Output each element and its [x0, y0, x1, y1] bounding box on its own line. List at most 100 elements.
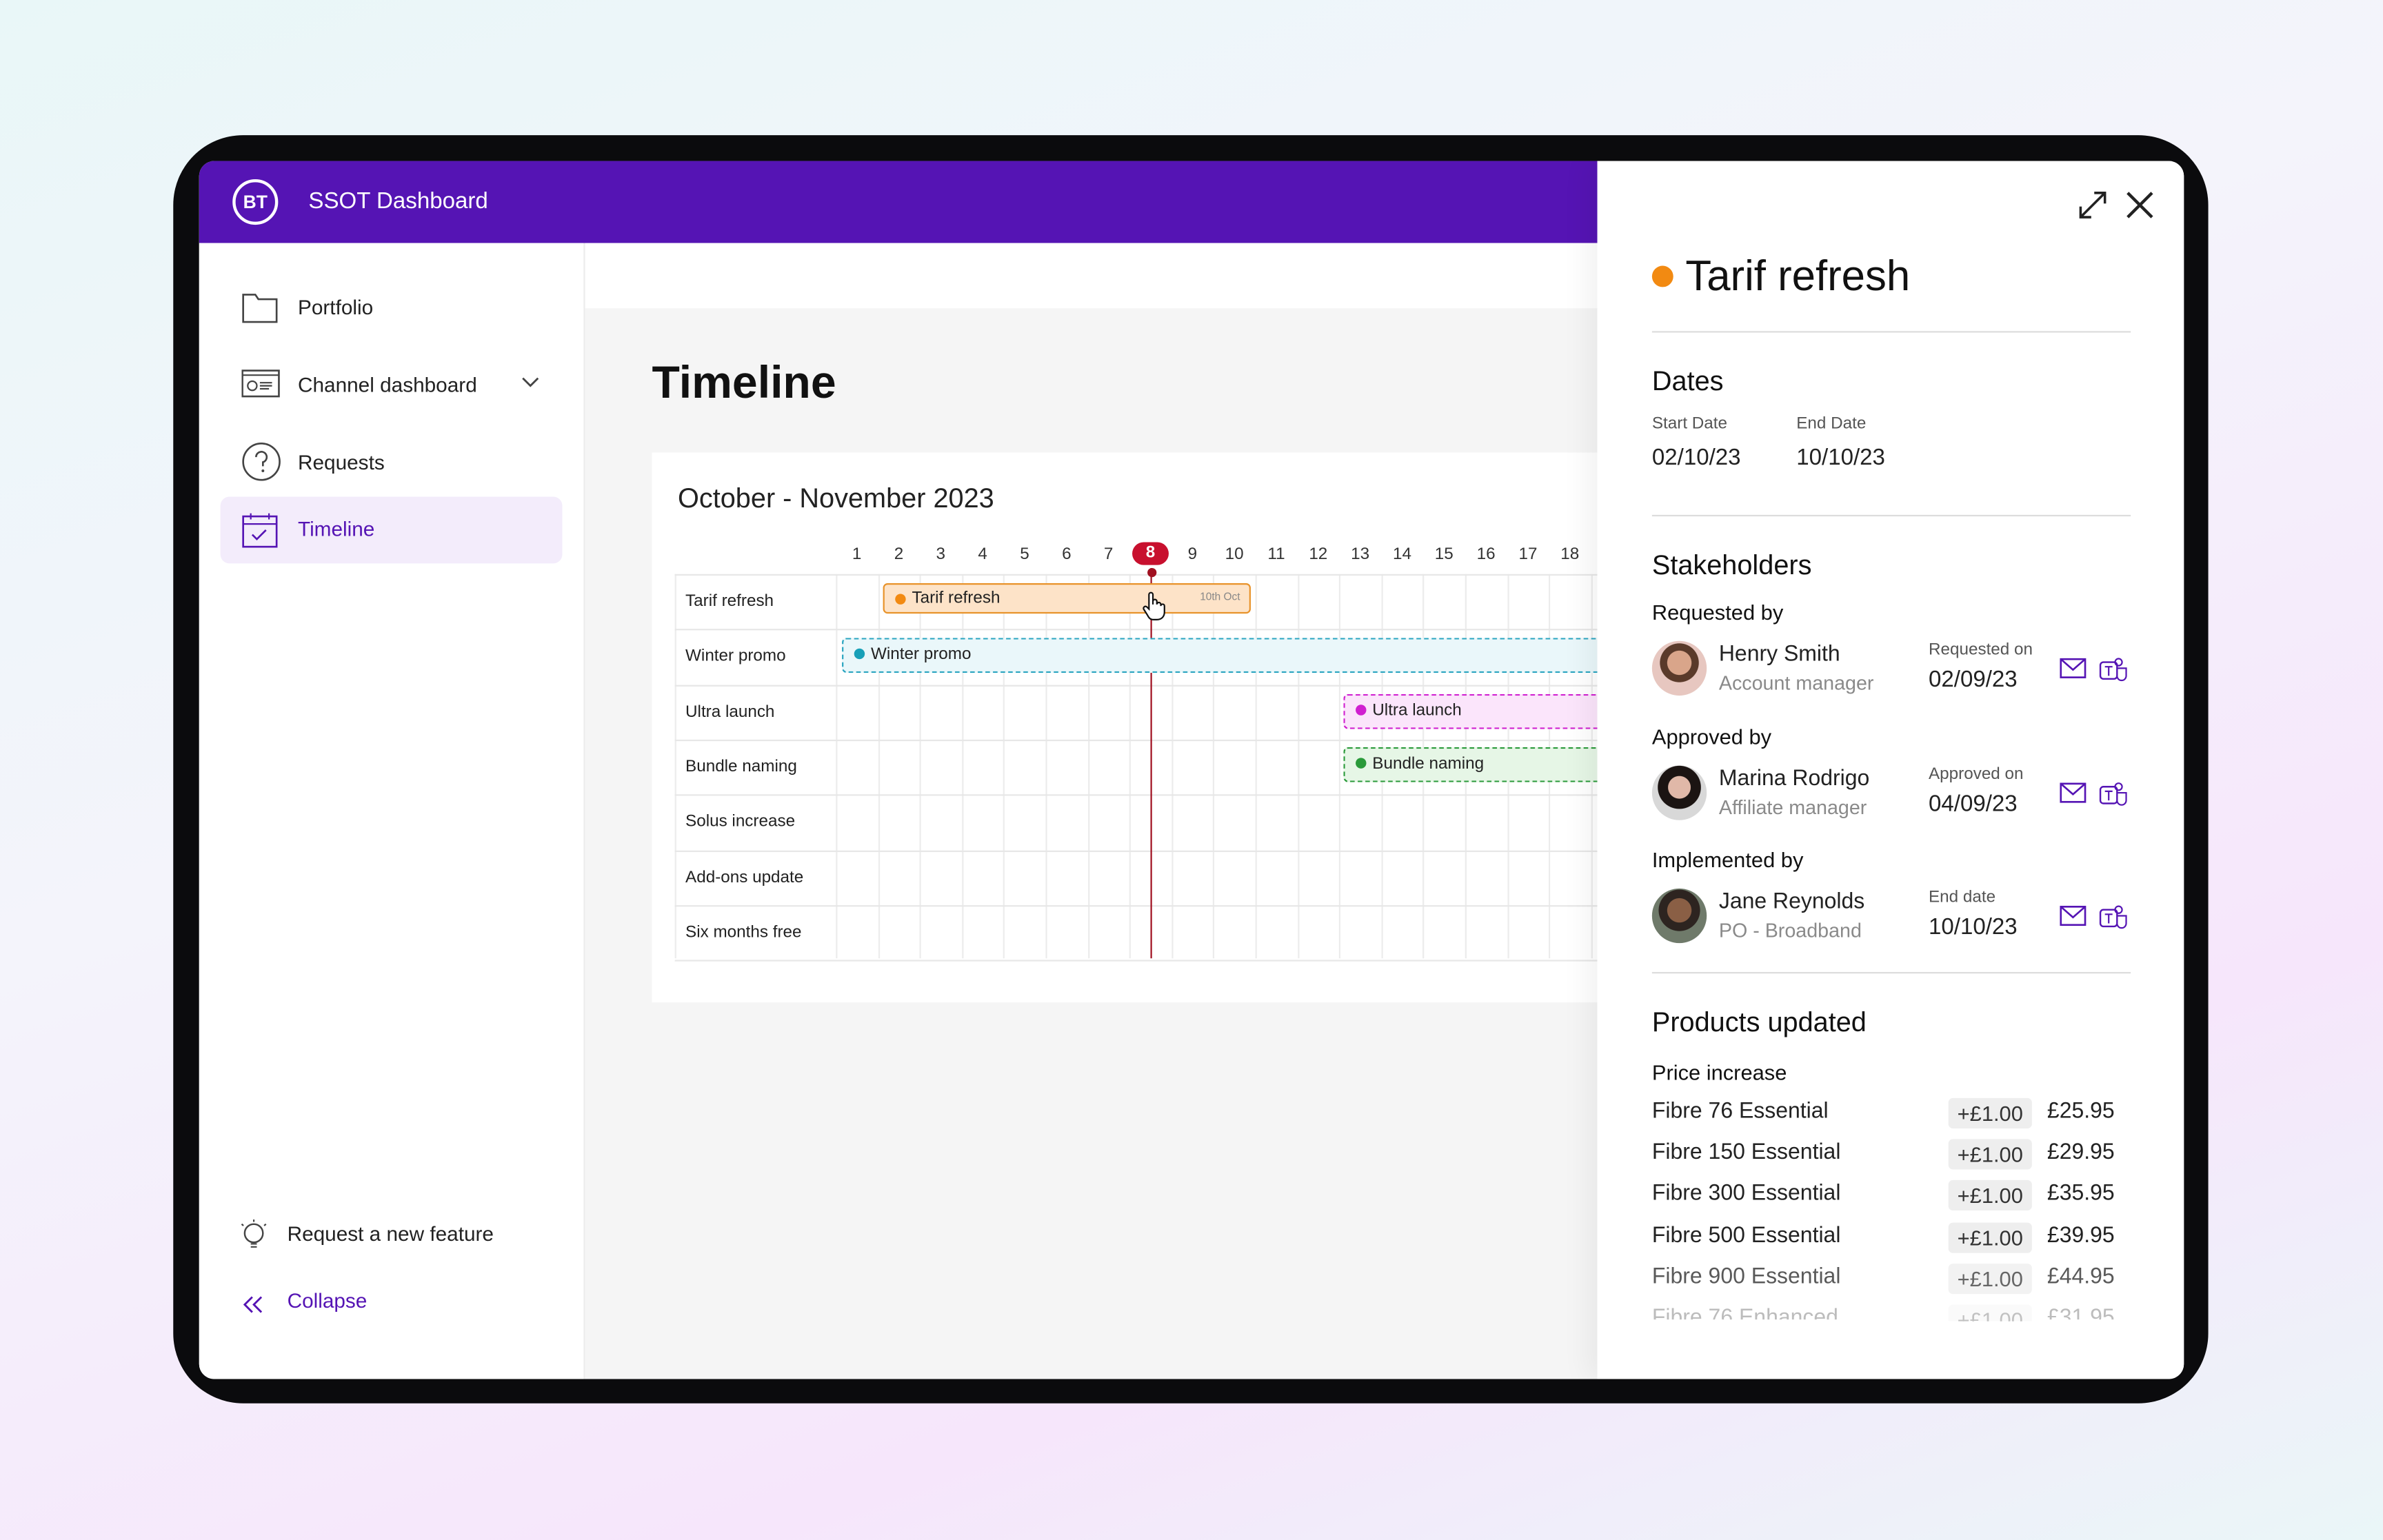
grid-column-line [961, 574, 963, 959]
product-price: £25.95 [2047, 1100, 2115, 1124]
collapse-link[interactable]: Collapse [287, 1289, 368, 1313]
price-change: +£1.00 [1948, 1263, 2032, 1294]
status-dot [1651, 265, 1673, 287]
sub-heading: Price increase [1651, 1060, 1787, 1085]
dashboard-icon [241, 369, 280, 398]
grid-column-line [674, 574, 676, 959]
nav-item[interactable]: Requests [221, 430, 563, 497]
price-change: +£1.00 [1948, 1097, 2032, 1128]
bar-dot [854, 648, 865, 660]
divider [1651, 972, 2131, 974]
avatar [1651, 764, 1707, 820]
request-feature-link[interactable]: Request a new feature [287, 1222, 494, 1246]
day-label: 15 [1434, 545, 1454, 564]
grid-column-line [1339, 574, 1341, 959]
expand-icon[interactable] [2078, 190, 2108, 220]
start-date: 02/10/23 [1651, 445, 1741, 471]
grid-row-line [674, 904, 1648, 906]
product-name: Fibre 300 Essential [1651, 1182, 1841, 1207]
price-change: +£1.00 [1948, 1304, 2032, 1321]
product-price: £35.95 [2047, 1182, 2115, 1207]
product-price: £31.95 [2047, 1306, 2115, 1331]
contact-icons[interactable] [2060, 904, 2129, 931]
section-heading: Dates [1651, 365, 1724, 397]
product-price: £29.95 [2047, 1141, 2115, 1166]
row-label: Six months free [685, 923, 802, 942]
avatar [1651, 640, 1707, 696]
day-label: 6 [1062, 545, 1072, 564]
bar-dot [895, 594, 906, 605]
row-label: Ultra launch [685, 702, 775, 721]
bar-label: Ultra launch [1372, 701, 1462, 720]
row-label: Add-ons update [685, 868, 804, 886]
avatar [1651, 888, 1707, 944]
close-icon[interactable] [2126, 192, 2154, 219]
day-label: 9 [1187, 545, 1198, 564]
person-role: PO - Broadband [1718, 918, 1862, 942]
contact-icons[interactable] [2060, 656, 2129, 684]
contact-icons[interactable] [2060, 780, 2129, 807]
day-label: 18 [1560, 545, 1580, 564]
mail-and-teams-icons[interactable] [2060, 780, 2129, 807]
hand-cursor [1143, 591, 1165, 621]
mail-and-teams-icons[interactable] [2060, 904, 2129, 931]
grid-column-line [1213, 574, 1215, 959]
section-heading: Stakeholders [1651, 549, 1812, 580]
day-label: 8 [1132, 542, 1169, 565]
product-price: £39.95 [2047, 1223, 2115, 1248]
collapse-icon [243, 1296, 263, 1313]
row-label: Winter promo [685, 647, 786, 666]
day-label: 1 [852, 545, 862, 564]
product-name: Fibre 500 Essential [1651, 1223, 1841, 1248]
bar-label: Tarif refresh [912, 589, 1001, 608]
bar-label: Bundle naming [1372, 754, 1485, 773]
chevron-icon[interactable] [521, 376, 539, 389]
timeline-bar[interactable]: Tarif refresh 10th Oct [883, 583, 1251, 614]
day-label: 11 [1267, 545, 1285, 564]
day-label: 5 [1020, 545, 1029, 564]
grid-column-line [1003, 574, 1005, 959]
grid-row-line [674, 960, 1648, 962]
person-role: Account manager [1718, 671, 1874, 694]
page-title: Timeline [652, 358, 836, 409]
day-label: 14 [1392, 545, 1411, 564]
group-heading: Implemented by [1651, 847, 1804, 872]
day-label: 2 [894, 545, 904, 564]
nav-item-active[interactable]: Timeline [220, 496, 563, 564]
day-label: 12 [1309, 545, 1328, 564]
logo[interactable]: BT [232, 179, 279, 225]
day-label: 3 [936, 545, 946, 564]
day-label: 16 [1476, 545, 1496, 564]
lightbulb-icon [241, 1219, 267, 1248]
top-bar: BT SSOT Dashboard [199, 161, 1598, 243]
day-label: 17 [1518, 545, 1538, 564]
price-change: +£1.00 [1948, 1222, 2032, 1253]
grid-column-line [836, 574, 838, 959]
today-marker [1146, 567, 1156, 578]
day-label: 13 [1351, 545, 1370, 564]
detail-panel: Tarif refresh Dates Start Date 02/10/23 … [1597, 161, 2184, 1379]
end-date: 10/10/23 [1796, 445, 1885, 471]
cursor [1141, 591, 1165, 621]
bar-dot [1356, 758, 1367, 769]
grid-column-line [1297, 574, 1299, 959]
date-label: Requested on [1929, 640, 2033, 660]
grid-column-line [878, 574, 880, 959]
mail-and-teams-icons[interactable] [2060, 656, 2129, 684]
bar-end-label: 10th Oct [1200, 592, 1240, 603]
nav-label: Timeline [298, 518, 375, 541]
person-name: Jane Reynolds [1718, 890, 1865, 915]
sub-header [585, 243, 1598, 309]
product-name: Fibre 76 Enhanced [1651, 1306, 1838, 1331]
nav-item[interactable]: Channel dashboard [221, 352, 563, 419]
end-date-label: End Date [1796, 414, 1867, 433]
help-icon [242, 443, 281, 481]
start-date-label: Start Date [1651, 414, 1728, 433]
nav-item[interactable]: Portfolio [221, 275, 563, 342]
panel-title: Tarif refresh [1685, 252, 1911, 300]
day-label: 7 [1103, 545, 1114, 564]
day-label: 10 [1225, 545, 1244, 564]
group-heading: Approved by [1651, 723, 1772, 749]
bar-label: Winter promo [870, 645, 972, 664]
